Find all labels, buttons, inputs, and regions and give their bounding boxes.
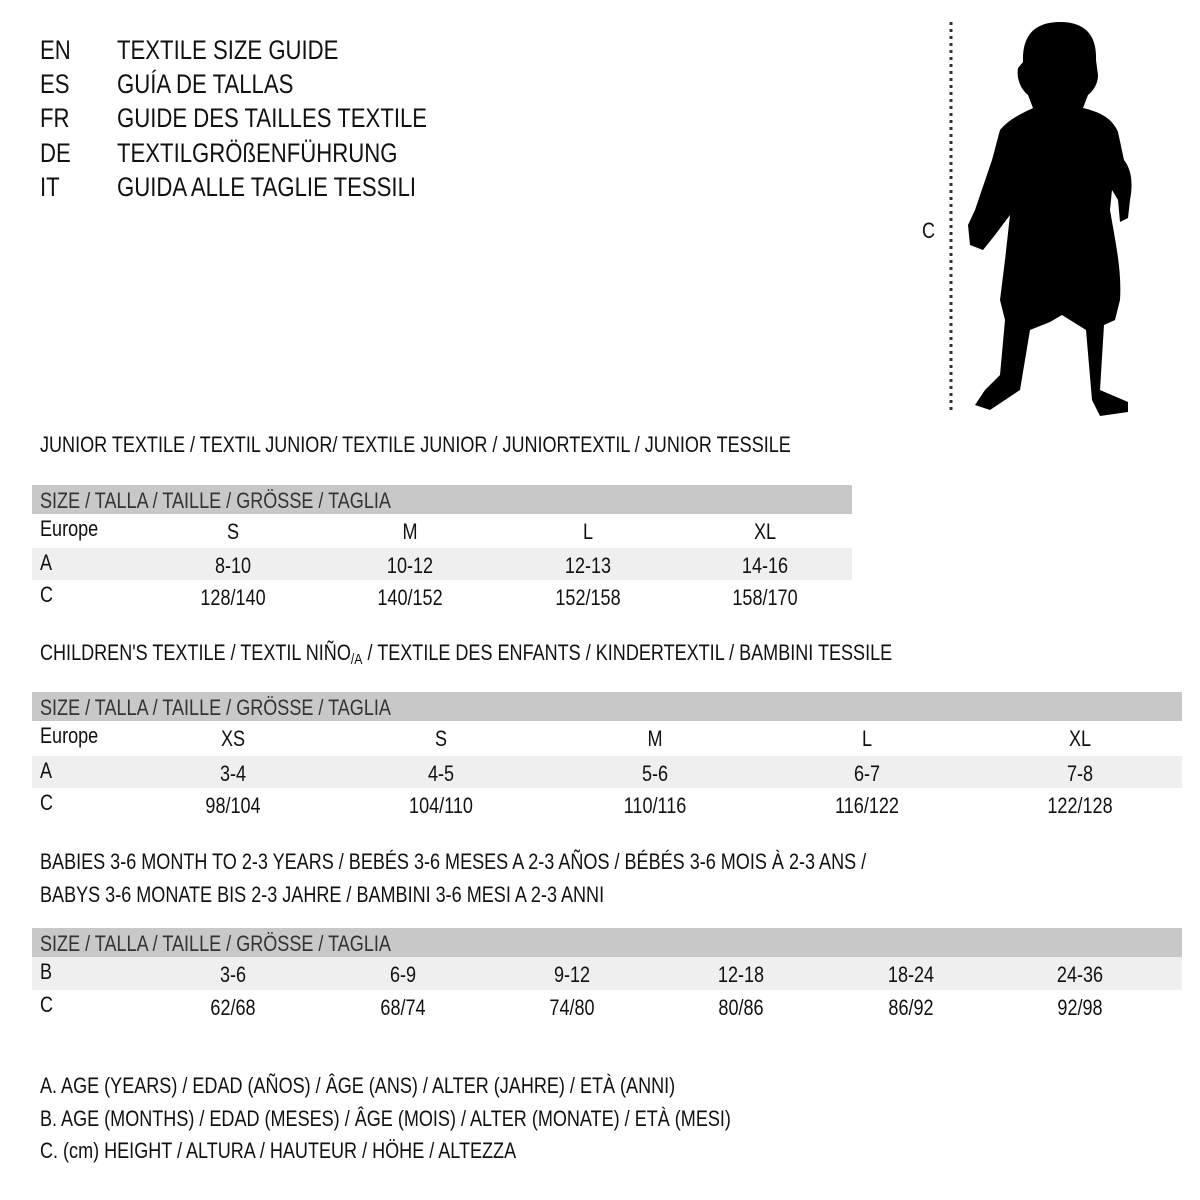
children-heading-sub: /A <box>350 651 363 668</box>
table-cell: 12-13 <box>564 553 612 578</box>
lang-title: GUIDE DES TAILLES TEXTILE <box>117 103 428 133</box>
table-cell: L <box>582 519 594 544</box>
junior-heading: JUNIOR TEXTILE / TEXTIL JUNIOR/ TEXTILE … <box>40 432 791 457</box>
row-label: B <box>40 959 53 984</box>
lang-code: EN <box>40 35 71 65</box>
row-label: Europe <box>40 723 99 748</box>
size-header-label: SIZE / TALLA / TAILLE / GRÖSSE / TAGLIA <box>40 695 391 720</box>
table-cell: 74/80 <box>549 995 595 1020</box>
lang-title: GUIDA ALLE TAGLIE TESSILI <box>117 172 417 202</box>
legend-a: A. AGE (YEARS) / EDAD (AÑOS) / ÂGE (ANS)… <box>40 1073 676 1098</box>
babies-heading-line1: BABIES 3-6 MONTH TO 2-3 YEARS / BEBÉS 3-… <box>40 849 867 874</box>
table-cell: 14-16 <box>741 553 789 578</box>
row-label: A <box>40 550 53 575</box>
lang-title: TEXTILE SIZE GUIDE <box>117 35 339 65</box>
silhouette-shape <box>968 22 1132 416</box>
table-cell: XS <box>220 726 246 751</box>
table-cell: 12-18 <box>717 962 765 987</box>
children-heading-pre: CHILDREN'S TEXTILE / TEXTIL NIÑO <box>40 640 351 665</box>
row-label: Europe <box>40 516 99 541</box>
table-cell: 6-9 <box>389 962 417 987</box>
baby-silhouette-icon <box>949 22 1132 416</box>
table-cell: 140/152 <box>377 585 443 610</box>
table-cell: 158/170 <box>732 585 798 610</box>
size-header-label: SIZE / TALLA / TAILLE / GRÖSSE / TAGLIA <box>40 488 391 513</box>
table-row: A 3-4 4-5 5-6 6-7 7-8 <box>32 756 1182 788</box>
table-cell: 104/110 <box>409 793 473 818</box>
lang-code: ES <box>40 69 70 99</box>
row-label: A <box>40 758 53 783</box>
table-cell: 3-4 <box>219 761 247 786</box>
table-row: C 62/68 68/74 74/80 80/86 86/92 92/98 <box>32 990 1182 1023</box>
table-cell: 8-10 <box>214 553 252 578</box>
table-cell: 92/98 <box>1057 995 1103 1020</box>
table-cell: 6-7 <box>853 761 881 786</box>
table-cell: 10-12 <box>386 553 434 578</box>
table-cell: 18-24 <box>887 962 935 987</box>
lang-title: GUÍA DE TALLAS <box>117 69 294 99</box>
size-header-label: SIZE / TALLA / TAILLE / GRÖSSE / TAGLIA <box>40 931 391 956</box>
table-row: Europe XS S M L XL <box>32 721 1182 756</box>
table-row: C 128/140 140/152 152/158 158/170 <box>32 580 852 613</box>
row-label: C <box>40 790 54 815</box>
table-row: A 8-10 10-12 12-13 14-16 <box>32 548 852 580</box>
children-heading: CHILDREN'S TEXTILE / TEXTIL NIÑO/A / TEX… <box>40 640 893 668</box>
table-cell: 98/104 <box>205 793 261 818</box>
table-cell: 9-12 <box>553 962 591 987</box>
table-cell: 128/140 <box>200 585 266 610</box>
size-header-band: SIZE / TALLA / TAILLE / GRÖSSE / TAGLIA <box>32 485 852 514</box>
table-row: B 3-6 6-9 9-12 12-18 18-24 24-36 <box>32 957 1182 990</box>
lang-code: IT <box>40 172 60 202</box>
table-cell: 86/92 <box>888 995 934 1020</box>
table-cell: M <box>402 519 418 544</box>
table-cell: XL <box>1068 726 1092 751</box>
table-cell: 24-36 <box>1056 962 1104 987</box>
lang-code: DE <box>40 138 71 168</box>
table-cell: L <box>861 726 873 751</box>
babies-heading-line2: BABYS 3-6 MONATE BIS 2-3 JAHRE / BAMBINI… <box>40 882 605 907</box>
table-cell: S <box>226 519 240 544</box>
table-cell: 62/68 <box>210 995 256 1020</box>
row-label: C <box>40 582 54 607</box>
legend-b: B. AGE (MONTHS) / EDAD (MESES) / ÂGE (MO… <box>40 1106 731 1131</box>
table-row: Europe S M L XL <box>32 514 852 548</box>
table-cell: 68/74 <box>380 995 426 1020</box>
table-cell: 4-5 <box>427 761 455 786</box>
table-cell: M <box>647 726 663 751</box>
table-cell: 116/122 <box>835 793 899 818</box>
table-cell: 110/116 <box>623 793 687 818</box>
row-label: C <box>40 992 54 1017</box>
legend-c: C. (cm) HEIGHT / ALTURA / HAUTEUR / HÖHE… <box>40 1138 517 1163</box>
lang-title: TEXTILGRÖßENFÜHRUNG <box>117 138 398 168</box>
measure-label: C <box>922 218 936 243</box>
table-cell: 122/128 <box>1047 793 1113 818</box>
table-cell: XL <box>753 519 777 544</box>
table-cell: 5-6 <box>641 761 669 786</box>
table-cell: 7-8 <box>1066 761 1094 786</box>
lang-code: FR <box>40 103 70 133</box>
size-header-band: SIZE / TALLA / TAILLE / GRÖSSE / TAGLIA <box>32 692 1182 721</box>
table-cell: 80/86 <box>718 995 764 1020</box>
children-heading-post: / TEXTILE DES ENFANTS / KINDERTEXTIL / B… <box>362 640 893 665</box>
table-cell: 3-6 <box>219 962 247 987</box>
size-header-band: SIZE / TALLA / TAILLE / GRÖSSE / TAGLIA <box>32 928 1182 957</box>
table-row: C 98/104 104/110 110/116 116/122 122/128 <box>32 788 1182 820</box>
table-cell: 152/158 <box>555 585 621 610</box>
table-cell: S <box>434 726 448 751</box>
